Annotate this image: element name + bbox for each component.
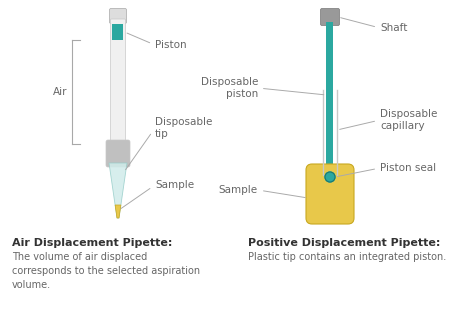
- Circle shape: [325, 172, 335, 182]
- FancyBboxPatch shape: [109, 9, 127, 23]
- Text: Shaft: Shaft: [341, 18, 407, 33]
- Polygon shape: [115, 205, 121, 218]
- Bar: [112, 24, 124, 40]
- Bar: [327, 22, 334, 175]
- FancyBboxPatch shape: [106, 140, 130, 167]
- Text: Disposable
piston: Disposable piston: [201, 77, 324, 99]
- Text: Sample: Sample: [121, 180, 194, 209]
- Text: Sample: Sample: [219, 185, 305, 198]
- Text: Positive Displacement Pipette:: Positive Displacement Pipette:: [248, 238, 440, 248]
- Text: The volume of air displaced
corresponds to the selected aspiration
volume.: The volume of air displaced corresponds …: [12, 252, 200, 290]
- FancyBboxPatch shape: [306, 164, 354, 224]
- Text: Air: Air: [53, 87, 67, 97]
- Text: Disposable
capillary: Disposable capillary: [340, 109, 438, 131]
- Polygon shape: [109, 163, 127, 218]
- Text: Air Displacement Pipette:: Air Displacement Pipette:: [12, 238, 173, 248]
- FancyBboxPatch shape: [110, 19, 126, 149]
- Text: Piston: Piston: [127, 33, 187, 50]
- Text: Disposable
tip: Disposable tip: [126, 117, 212, 170]
- Text: Piston seal: Piston seal: [337, 163, 436, 176]
- FancyBboxPatch shape: [320, 9, 339, 26]
- Text: Plastic tip contains an integrated piston.: Plastic tip contains an integrated pisto…: [248, 252, 446, 262]
